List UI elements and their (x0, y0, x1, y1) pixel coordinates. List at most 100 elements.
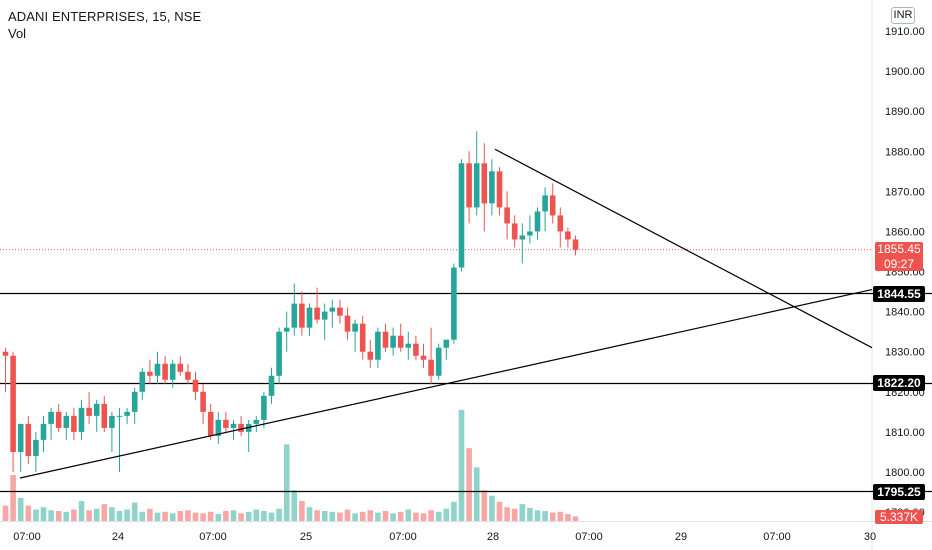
volume-bar-55 (420, 513, 427, 521)
y-tick-label-2: 1890.00 (885, 106, 925, 118)
candle-body-12 (93, 403, 100, 416)
volume-bar-46 (352, 513, 358, 521)
volume-bar-39 (299, 501, 305, 521)
candle-body-31 (238, 423, 244, 432)
last-price-tag: 1855.45 09:27 (875, 242, 923, 271)
candle-body-52 (397, 335, 404, 348)
volume-bar-9 (71, 509, 77, 521)
volume-bar-32 (245, 511, 252, 521)
candle-body-18 (139, 371, 146, 392)
candle-body-24 (185, 371, 191, 380)
volume-bar-22 (169, 513, 176, 521)
candle-body-74 (565, 231, 571, 240)
candle-body-58 (443, 339, 450, 348)
candle-body-19 (147, 371, 153, 376)
candle-body-39 (299, 303, 305, 328)
volume-bar-60 (458, 409, 465, 521)
candle-body-51 (390, 335, 396, 348)
y-tick-label-3: 1880.00 (885, 146, 925, 158)
candle-body-14 (109, 415, 115, 428)
volume-bar-74 (565, 514, 571, 521)
candle-body-59 (451, 267, 457, 340)
candle-body-17 (131, 391, 138, 412)
volume-bar-71 (542, 511, 548, 521)
candle-body-40 (306, 307, 313, 328)
candle-body-71 (542, 195, 548, 212)
candle-body-27 (207, 411, 214, 436)
volume-bar-18 (139, 511, 146, 521)
candle-body-62 (473, 163, 480, 208)
candle-body-65 (496, 171, 503, 208)
candle-body-2 (17, 423, 24, 452)
volume-bar-69 (527, 507, 533, 521)
candle-body-22 (169, 363, 176, 380)
volume-bar-70 (534, 510, 541, 521)
candle-body-30 (230, 423, 237, 428)
candle-body-50 (382, 331, 389, 348)
candle-body-55 (420, 355, 427, 360)
candle-body-0 (2, 351, 9, 356)
candle-body-26 (200, 391, 206, 412)
trendline-0 (19, 289, 873, 479)
x-tick-label-0: 07:00 (13, 531, 41, 543)
candle-body-7 (55, 411, 62, 428)
volume-bar-49 (375, 512, 381, 521)
volume-bar-68 (519, 504, 526, 521)
volume-bar-11 (86, 510, 92, 521)
y-tick-label-11: 1800.00 (885, 467, 925, 479)
volume-bar-12 (93, 508, 100, 521)
volume-bar-53 (405, 509, 412, 521)
volume-legend: Vol (8, 26, 27, 41)
y-tick-label-4: 1870.00 (885, 186, 925, 198)
volume-bar-7 (55, 511, 62, 521)
candle-body-41 (314, 307, 320, 320)
volume-bar-14 (109, 507, 115, 521)
volume-bar-51 (390, 513, 396, 521)
volume-bar-6 (48, 510, 54, 521)
candle-body-34 (261, 395, 267, 420)
volume-bar-41 (314, 510, 320, 521)
candle-body-42 (321, 311, 328, 320)
y-tick-label-8: 1830.00 (885, 347, 925, 359)
volume-bar-38 (291, 490, 298, 521)
volume-bar-4 (33, 509, 39, 521)
candle-body-25 (192, 379, 199, 392)
x-tick-label-2: 07:00 (199, 531, 227, 543)
y-tick-label-1: 1900.00 (885, 66, 925, 78)
x-tick-label-8: 07:00 (763, 531, 791, 543)
volume-bar-30 (230, 510, 237, 521)
currency-button[interactable]: INR (891, 7, 915, 24)
volume-bar-66 (504, 507, 510, 521)
volume-bar-5 (40, 507, 47, 521)
candle-body-16 (124, 411, 130, 416)
candle-body-37 (283, 327, 290, 332)
x-tick-label-5: 28 (487, 531, 499, 543)
volume-bar-16 (124, 509, 130, 521)
volume-bar-3 (25, 505, 32, 521)
candle-body-43 (329, 307, 336, 312)
candle-body-73 (557, 215, 564, 232)
candle-body-46 (352, 323, 358, 332)
volume-bar-56 (428, 510, 434, 521)
candle-body-36 (276, 331, 282, 376)
volume-bar-42 (321, 511, 328, 521)
volume-bar-65 (496, 501, 503, 521)
volume-bar-45 (344, 509, 351, 521)
volume-bar-15 (116, 511, 123, 521)
level-tag-1: 1844.55 (873, 286, 925, 302)
y-tick-label-5: 1860.00 (885, 226, 925, 238)
candle-body-33 (253, 419, 260, 424)
y-tick-label-10: 1810.00 (885, 427, 925, 439)
trendline-1 (494, 148, 873, 349)
symbol-title: ADANI ENTERPRISES, 15, NSE (8, 9, 202, 24)
x-tick-label-6: 07:00 (575, 531, 603, 543)
volume-bar-54 (413, 512, 419, 521)
volume-bar-8 (63, 511, 70, 521)
candle-body-68 (519, 235, 526, 240)
y-tick-label-0: 1910.00 (885, 26, 925, 38)
volume-bar-13 (101, 504, 108, 521)
candle-body-4 (33, 439, 39, 456)
volume-bar-57 (435, 511, 442, 521)
candle-body-21 (162, 363, 168, 380)
